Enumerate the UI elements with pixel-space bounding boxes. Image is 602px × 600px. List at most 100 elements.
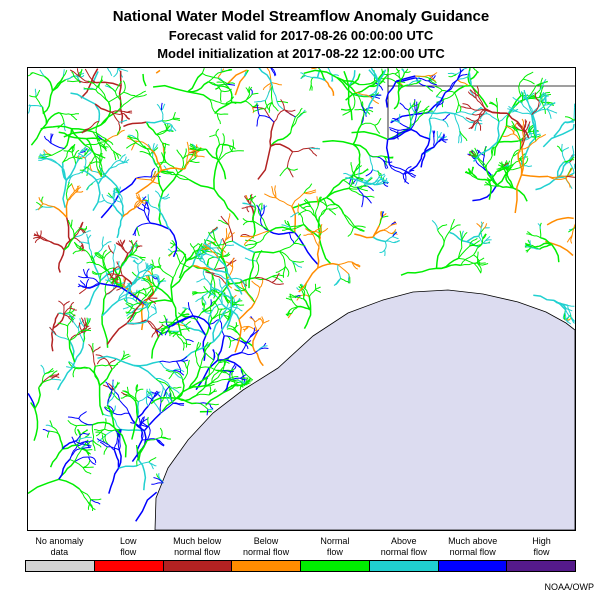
- river-segment: [137, 298, 149, 308]
- river-segment: [542, 128, 574, 148]
- river-segment: [315, 289, 322, 294]
- river-segment: [231, 298, 241, 308]
- river-segment: [136, 226, 140, 237]
- river-segment: [249, 194, 253, 201]
- river-segment: [450, 218, 455, 231]
- river-segment: [177, 315, 193, 324]
- river-segment: [182, 368, 188, 382]
- river-segment: [202, 233, 211, 247]
- river-segment: [254, 276, 273, 281]
- river-segment: [146, 312, 157, 322]
- river-segment: [351, 131, 388, 140]
- river-segment: [556, 161, 565, 178]
- river-segment: [220, 288, 223, 305]
- river-segment: [457, 79, 469, 86]
- river-segment: [382, 215, 389, 218]
- river-segment: [383, 155, 387, 166]
- river-segment: [84, 157, 87, 172]
- river-segment: [458, 257, 475, 265]
- river-segment: [62, 440, 76, 450]
- river-segment: [182, 342, 185, 351]
- river-segment: [66, 80, 79, 83]
- river-segment: [70, 92, 96, 105]
- river-segment: [96, 438, 105, 444]
- river-segment: [473, 245, 481, 256]
- river-segment: [105, 381, 113, 391]
- river-segment: [165, 161, 179, 174]
- river-segment: [348, 73, 361, 87]
- river-segment: [564, 309, 567, 320]
- river-segment: [135, 169, 162, 195]
- river-segment: [442, 119, 449, 128]
- river-segment: [79, 488, 92, 500]
- river-segment: [88, 456, 97, 463]
- river-segment: [485, 235, 491, 241]
- river-segment: [228, 341, 232, 349]
- river-segment: [496, 107, 500, 122]
- river-segment: [239, 380, 246, 387]
- river-segment: [490, 185, 500, 187]
- river-segment: [288, 233, 295, 244]
- river-segment: [287, 167, 298, 171]
- river-segment: [73, 149, 80, 158]
- river-segment: [104, 428, 121, 432]
- river-segment: [40, 364, 46, 375]
- legend-color-swatch: [369, 561, 439, 571]
- river-segment: [354, 233, 374, 239]
- river-segment: [121, 355, 131, 360]
- river-segment: [125, 281, 134, 289]
- river-segment: [115, 430, 121, 438]
- river-segment: [520, 140, 537, 150]
- river-segment: [52, 312, 60, 329]
- river-segment: [223, 292, 229, 304]
- river-segment: [112, 204, 124, 218]
- river-segment: [252, 345, 264, 367]
- river-segment: [337, 261, 352, 266]
- legend-label-line1: Low: [120, 536, 137, 546]
- river-segment: [259, 216, 269, 232]
- river-segment: [106, 68, 113, 77]
- river-segment: [450, 224, 461, 231]
- river-segment: [84, 317, 88, 328]
- river-segment: [325, 179, 344, 199]
- river-segment: [442, 113, 451, 121]
- river-segment: [303, 183, 313, 194]
- river-segment: [118, 122, 121, 131]
- river-segment: [148, 461, 157, 467]
- legend-colorbar: [25, 560, 576, 572]
- river-segment: [211, 370, 224, 384]
- river-segment: [78, 418, 93, 426]
- river-segment: [92, 440, 102, 448]
- river-segment: [148, 299, 173, 304]
- river-segment: [86, 318, 91, 328]
- river-segment: [141, 203, 150, 211]
- river-segment: [138, 256, 146, 261]
- river-segment: [147, 209, 151, 224]
- river-segment: [227, 213, 231, 225]
- river-segment: [34, 237, 41, 244]
- river-segment: [228, 224, 233, 242]
- river-segment: [149, 282, 155, 294]
- river-segment: [160, 102, 163, 111]
- river-segment: [529, 240, 532, 247]
- river-segment: [137, 296, 147, 308]
- river-segment: [271, 272, 280, 283]
- river-segment: [95, 263, 109, 272]
- river-segment: [94, 252, 103, 259]
- river-segment: [145, 201, 150, 211]
- river-segment: [314, 205, 319, 219]
- river-segment: [117, 437, 120, 451]
- river-segment: [538, 91, 545, 102]
- river-segment: [535, 176, 559, 191]
- river-segment: [546, 108, 558, 114]
- river-segment: [522, 71, 534, 80]
- river-segment: [90, 499, 101, 505]
- river-segment: [76, 429, 81, 436]
- river-segment: [69, 307, 77, 311]
- river-segment: [160, 386, 164, 398]
- river-segment: [202, 269, 206, 279]
- river-segment: [221, 240, 226, 259]
- river-segment: [497, 140, 519, 143]
- river-segment: [34, 88, 37, 98]
- river-segment: [275, 266, 286, 273]
